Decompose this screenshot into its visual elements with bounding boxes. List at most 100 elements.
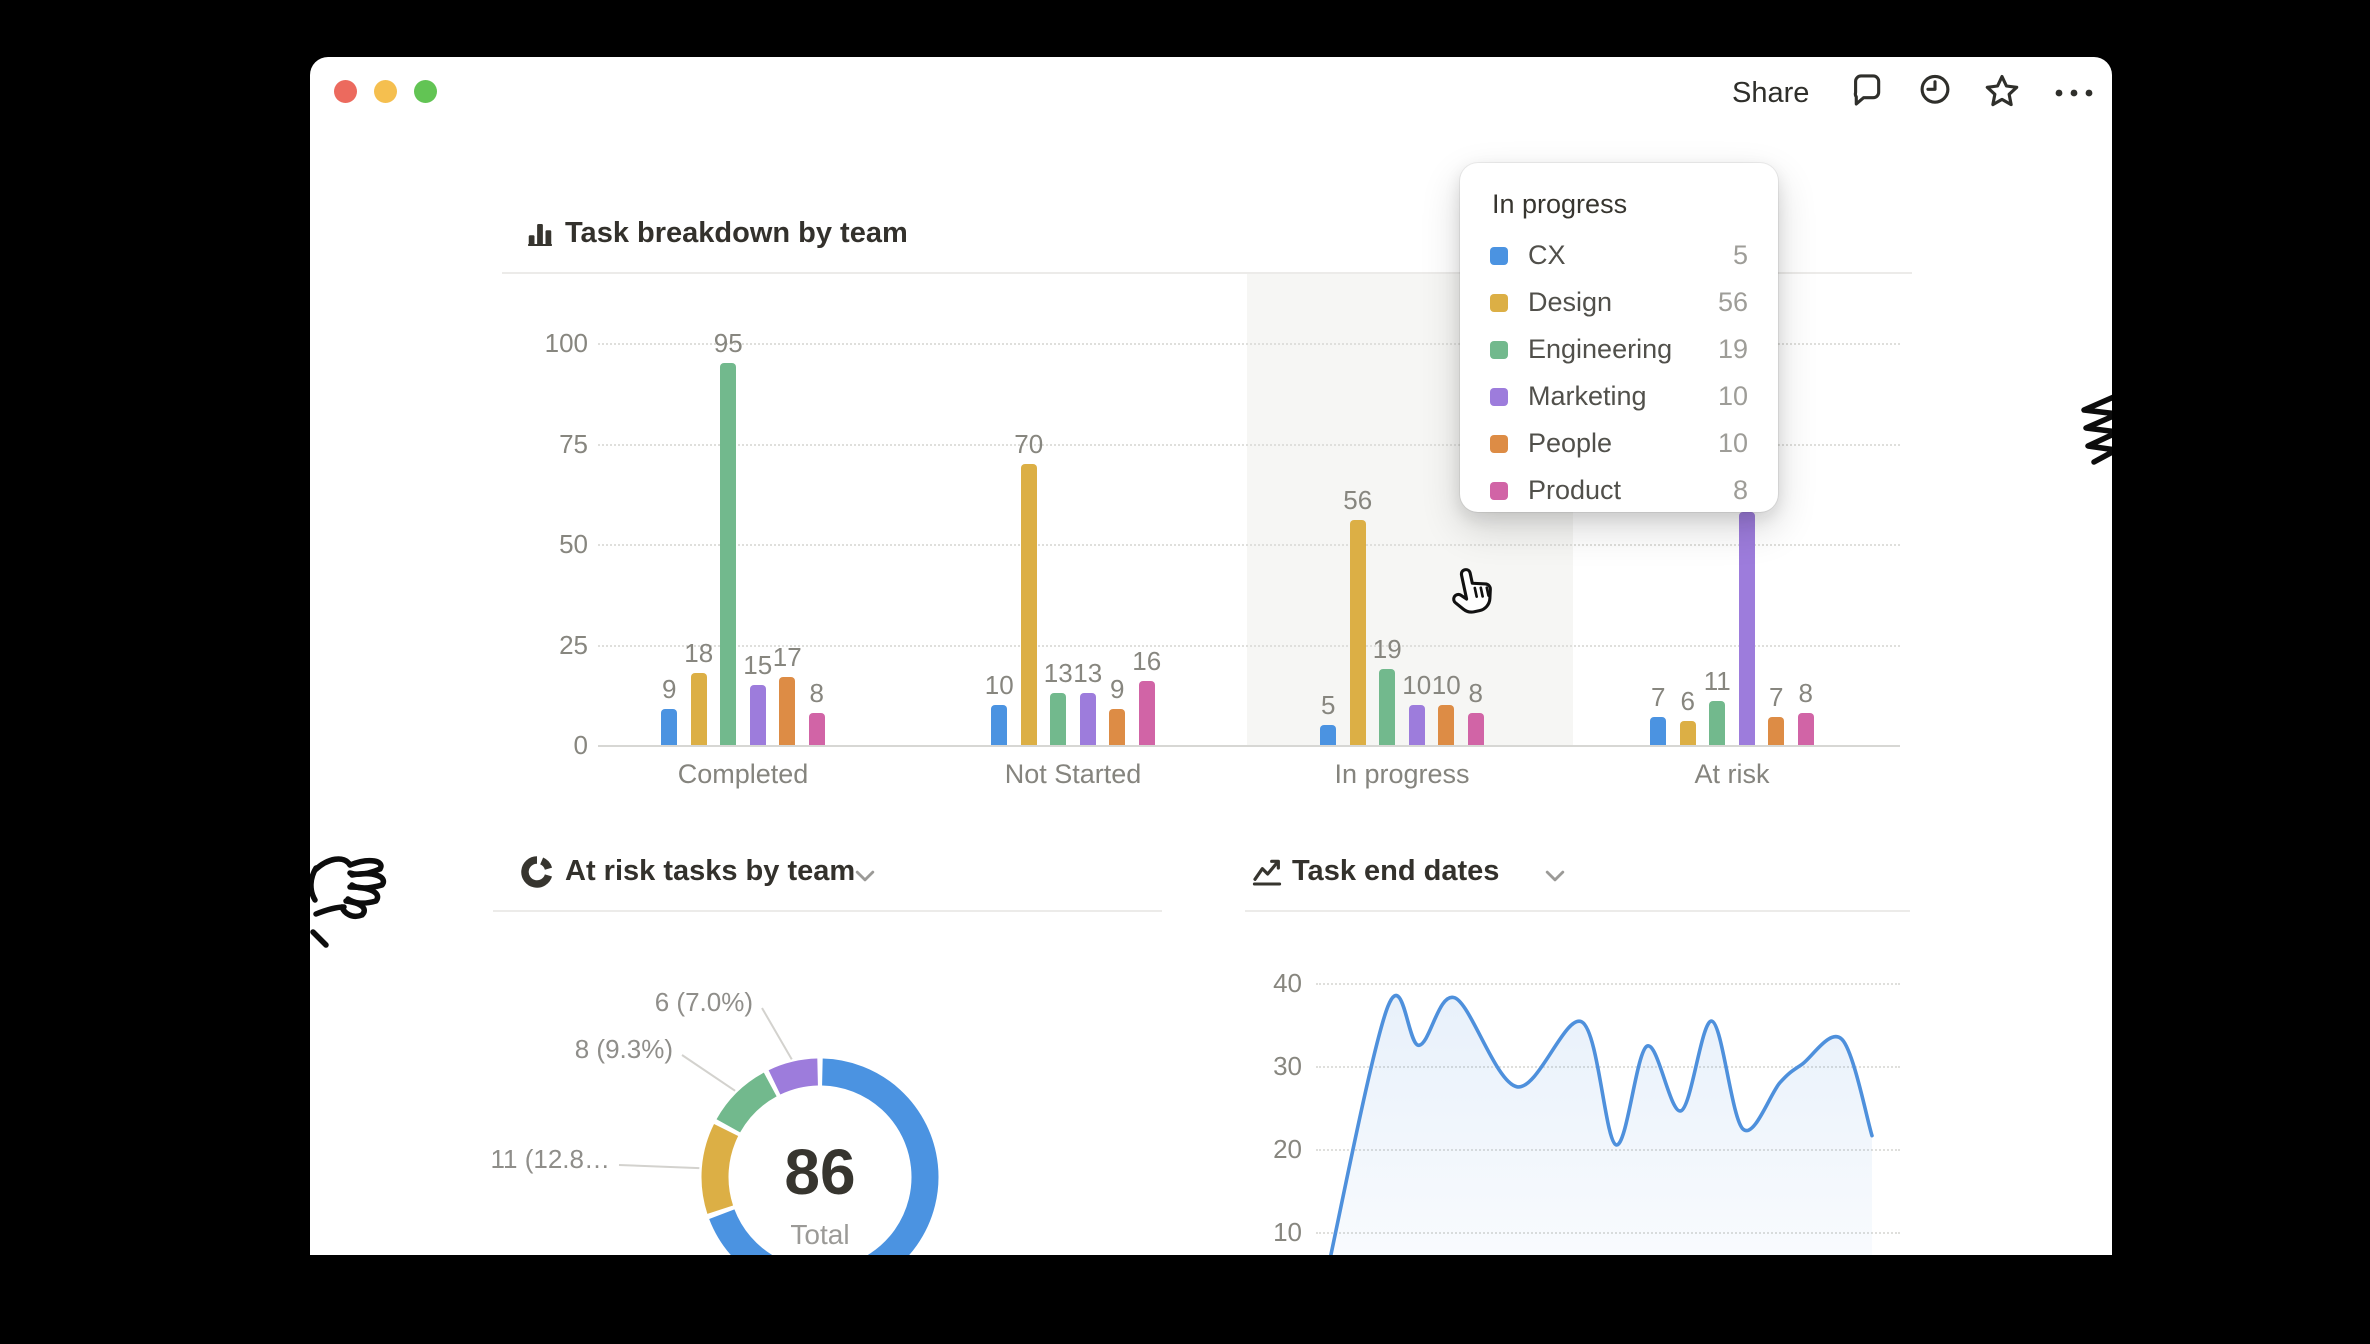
donut-chart-title[interactable]: At risk tasks by team [565,855,856,887]
bar-product-in-progress[interactable] [1467,713,1484,745]
bar-chart-icon [525,219,555,254]
donut-divider [493,910,1162,912]
bar-design-completed[interactable] [690,673,707,745]
donut-total-value: 86 [784,1136,856,1208]
line-ytick-10: 10 [1273,1217,1302,1247]
comment-icon[interactable] [1848,73,1886,111]
chart-tooltip: In progress CX 5 Design 56 Engineering 19 Mark… [1460,163,1778,512]
bar-chart-title[interactable]: Task breakdown by team [565,217,908,249]
tooltip-row-design: Design 56 [1490,279,1748,326]
tooltip-team-name: Product [1528,475,1622,505]
bar-value-label: 7 [1769,682,1784,712]
bar-engineering-not-started[interactable] [1050,693,1067,745]
bar-design-not-started[interactable] [1020,464,1037,745]
line-chevron-down-icon[interactable] [1542,863,1568,894]
bar-engineering-completed[interactable] [720,363,737,745]
bar-value-label: 8 [1798,678,1813,708]
share-button[interactable]: Share [1732,77,1810,109]
tooltip-row-marketing: Marketing 10 [1490,373,1748,420]
bar-value-label: 19 [1372,634,1402,664]
donut-segment-labeled-6[interactable] [768,1058,819,1095]
bar-value-label: 95 [713,328,743,358]
swatch-icon [1490,340,1508,359]
bar-value-label: 10 [1431,670,1461,700]
bar-value-label: 8 [1468,678,1483,708]
donut-segment-labeled-11[interactable] [701,1123,739,1214]
bar-design-in-progress[interactable] [1349,520,1366,745]
bar-engineering-at-risk[interactable] [1709,701,1726,745]
bar-value-label: 6 [1680,686,1695,716]
tooltip-row-product: Product 8 [1490,467,1748,514]
bar-product-at-risk[interactable] [1797,713,1814,745]
donut-segment-unlabeled-large[interactable] [709,1058,939,1255]
tooltip-team-name: Engineering [1528,334,1673,364]
bar-ytick-75: 75 [559,428,588,459]
hand-doodle-left [310,856,387,948]
task-end-dates-chart[interactable] [1245,957,1925,1255]
line-chart-divider [1245,910,1910,912]
donut-chevron-down-icon[interactable] [852,863,878,894]
bar-people-completed[interactable] [779,677,796,745]
bar-cx-in-progress[interactable] [1320,725,1337,745]
line-chart-icon [1251,856,1283,893]
bar-value-label: 8 [809,678,824,708]
close-button[interactable] [334,80,357,103]
more-options-icon[interactable] [2052,83,2096,103]
bar-people-in-progress[interactable] [1438,705,1455,745]
tooltip-row-engineering: Engineering 19 [1490,326,1748,373]
tooltip-team-name: Design [1528,287,1613,317]
line-ytick-30: 30 [1273,1051,1302,1081]
donut-segment-labeled-8[interactable] [716,1072,778,1133]
donut-segment-label: 6 (7.0%) [654,987,753,1017]
donut-chart[interactable] [690,1047,950,1255]
swatch-icon [1490,387,1508,406]
bar-marketing-not-started[interactable] [1079,693,1096,745]
bar-marketing-at-risk[interactable] [1738,512,1755,745]
tooltip-team-name: People [1528,428,1613,458]
bar-chart-divider [502,272,1912,274]
bar-value-label: 9 [662,674,677,704]
tooltip-title: In progress [1492,189,1628,219]
bar-cx-completed[interactable] [661,709,678,745]
trend-line [1329,993,1874,1255]
bar-value-label: 13 [1043,658,1073,688]
bar-people-not-started[interactable] [1109,709,1126,745]
bar-value-label: 15 [743,650,773,680]
tooltip-team-value: 10 [1717,381,1748,411]
bar-cx-not-started[interactable] [991,705,1008,745]
area-fill [1330,995,1872,1255]
minimize-button[interactable] [374,80,397,103]
bar-x-axis [598,745,1900,747]
bar-product-completed[interactable] [808,713,825,745]
bar-gridline-25 [598,644,1900,647]
bar-gridline-50 [598,544,1900,546]
bar-ytick-100: 100 [544,328,588,358]
swatch-icon [1490,246,1508,265]
bar-gridline-75 [598,443,1900,446]
bar-marketing-in-progress[interactable] [1408,705,1425,745]
bar-marketing-completed[interactable] [749,685,766,745]
zoom-button[interactable] [414,80,437,103]
line-chart-title[interactable]: Task end dates [1292,855,1500,887]
bar-category-label: Completed [677,759,809,789]
bar-value-label: 7 [1651,682,1666,712]
favorite-star-icon[interactable] [1982,72,2022,112]
history-clock-icon[interactable] [1916,73,1954,111]
tooltip-team-value: 8 [1732,475,1748,505]
bar-category-label: In progress [1334,759,1470,789]
bar-people-at-risk[interactable] [1768,717,1785,745]
tooltip-team-value: 19 [1717,334,1748,364]
donut-chart-icon [521,856,553,893]
bar-value-label: 13 [1073,658,1103,688]
bar-cx-at-risk[interactable] [1650,717,1667,745]
bar-value-label: 16 [1132,646,1162,676]
line-gridline-40 [1316,983,1900,985]
bar-engineering-in-progress[interactable] [1379,669,1396,745]
tooltip-row-people: People 10 [1490,420,1748,467]
bar-value-label: 9 [1110,674,1125,704]
bar-value-label: 10 [1402,670,1432,700]
bar-gridline-100 [598,343,1900,345]
bar-product-not-started[interactable] [1138,681,1155,745]
bar-design-at-risk[interactable] [1679,721,1696,745]
line-gridline-30 [1316,1066,1900,1068]
